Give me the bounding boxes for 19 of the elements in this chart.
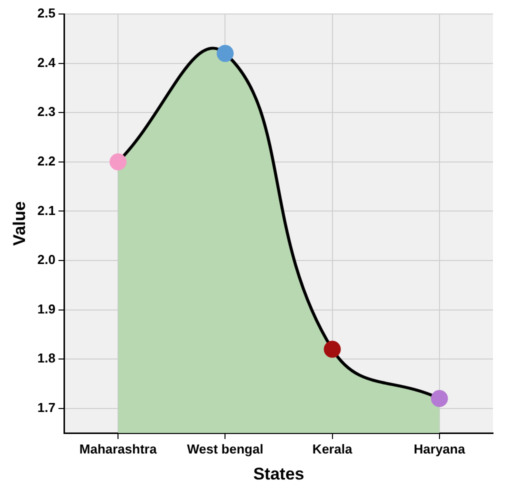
y-tick-label: 2.3 bbox=[37, 104, 56, 120]
x-tick-label: Maharashtra bbox=[79, 441, 158, 456]
point bbox=[110, 153, 127, 170]
x-tick-label: Haryana bbox=[414, 441, 466, 456]
y-tick-label: 2.2 bbox=[37, 153, 56, 168]
x-tick-label: Kerala bbox=[312, 441, 353, 456]
point bbox=[324, 340, 341, 358]
y-tick-label: 2.5 bbox=[37, 6, 56, 21]
point bbox=[216, 44, 234, 62]
y-tick-label: 1.7 bbox=[37, 400, 56, 415]
point bbox=[430, 390, 448, 407]
x-axis-title: States bbox=[253, 464, 304, 484]
y-axis-title: Value bbox=[10, 201, 29, 246]
y-tick-label: 2.0 bbox=[37, 252, 56, 268]
y-tick-label: 1.8 bbox=[37, 350, 56, 366]
y-tick-label: 2.1 bbox=[37, 202, 56, 218]
y-tick-label: 1.9 bbox=[37, 301, 56, 316]
y-tick-label: 2.4 bbox=[37, 54, 56, 70]
x-tick-label: West bengal bbox=[187, 441, 264, 456]
